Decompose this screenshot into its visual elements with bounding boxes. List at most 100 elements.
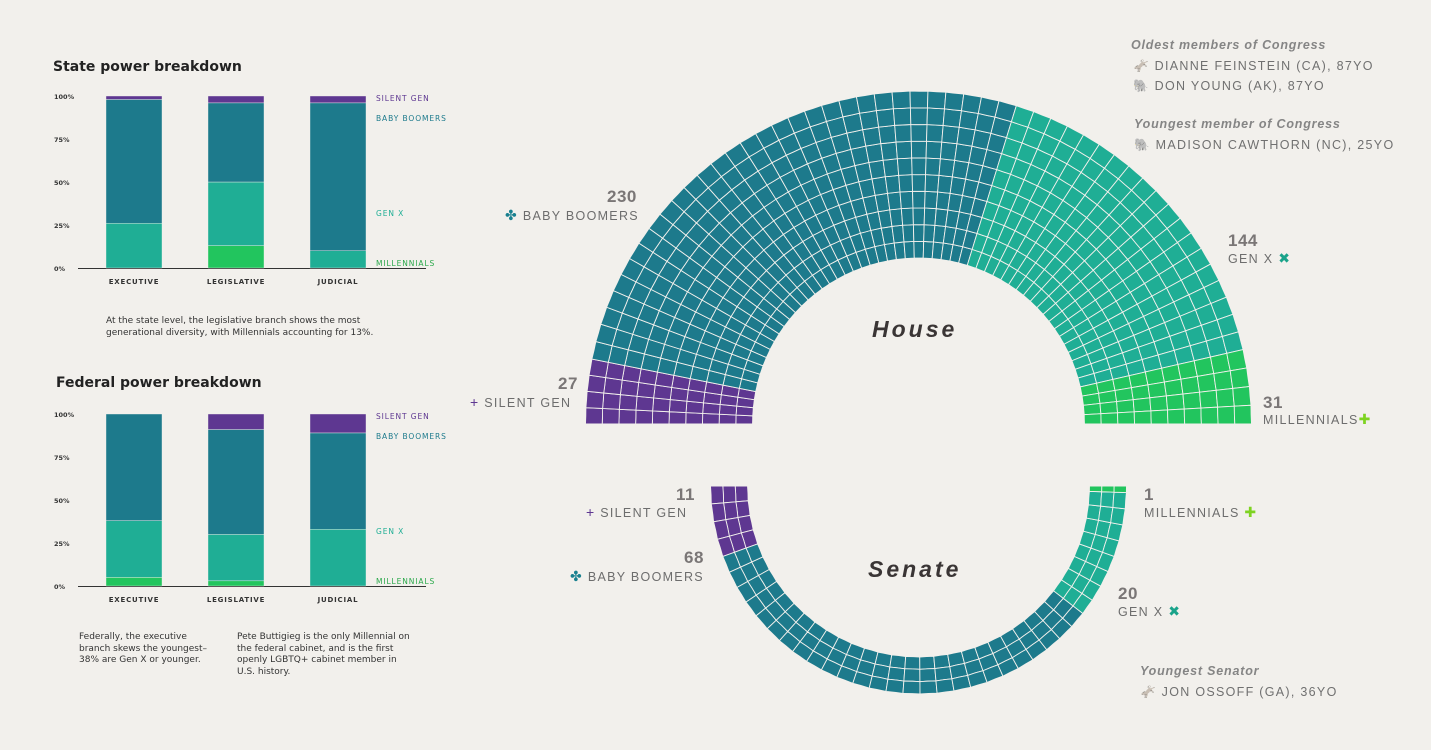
bar-segment — [207, 102, 265, 183]
house-silent-count: 27 — [558, 374, 578, 393]
seat-cell — [1149, 395, 1169, 412]
seat-cell — [701, 412, 720, 425]
seat-cell — [1217, 405, 1236, 425]
y-tick-label: 100% — [54, 93, 75, 101]
seat-cell — [912, 207, 926, 226]
seat-cell — [635, 409, 654, 425]
state-bar-chart: 0% 25% 50% 75% 100% EXECUTIVE LEGISLATIVE JUDIC… — [54, 93, 447, 286]
bar-segment — [105, 413, 163, 521]
seat-cell — [1163, 378, 1184, 397]
seat-cell — [651, 410, 670, 425]
bar-segment — [105, 223, 163, 269]
seat-cell — [885, 678, 905, 694]
seat-cell — [910, 124, 928, 142]
legend-label: SILENT GEN — [376, 94, 430, 103]
seat-cell — [873, 91, 894, 111]
seat-cell — [1110, 506, 1126, 526]
federal-note-executive: Federally, the executive branch skews th… — [79, 632, 208, 665]
millennials-marker-icon: ✚ — [1244, 504, 1258, 520]
seat-cell — [1117, 411, 1136, 425]
oldest-member-2: 🐘 DON YOUNG (AK), 87YO — [1133, 79, 1325, 93]
seat-cell — [722, 485, 737, 504]
y-tick-label: 75% — [54, 454, 70, 462]
seat-cell — [1132, 397, 1152, 413]
state-chart-title: State power breakdown — [53, 59, 242, 75]
seat-cell — [924, 174, 940, 193]
oldest-members-title: Oldest members of Congress — [1131, 38, 1327, 52]
seat-cell — [923, 224, 936, 243]
seat-cell — [618, 408, 637, 425]
seat-cell — [925, 157, 941, 176]
donkey-icon: 🫏 — [1140, 685, 1157, 699]
bar-segment — [309, 432, 367, 530]
elephant-icon: 🐘 — [1133, 79, 1150, 93]
legend-label: BABY BOOMERS — [376, 432, 447, 441]
seat-cell — [1083, 413, 1102, 425]
seat-cell — [939, 141, 958, 161]
bar-segment — [105, 95, 163, 100]
seat-cell — [1215, 387, 1235, 408]
x-tick-label: EXECUTIVE — [109, 278, 160, 286]
seat-cell — [1106, 522, 1124, 542]
seat-cell — [1150, 409, 1169, 425]
bar-segment — [309, 413, 367, 434]
seat-cell — [892, 107, 912, 126]
seat-cell — [1100, 491, 1115, 508]
youngest-member-title: Youngest member of Congress — [1134, 117, 1341, 131]
legend-label: MILLENNIALS — [376, 259, 435, 268]
seat-cell — [859, 109, 880, 131]
seat-cell — [862, 126, 882, 147]
seat-cell — [912, 224, 925, 242]
legend-label: BABY BOOMERS — [376, 114, 447, 123]
seat-cell — [1133, 410, 1152, 425]
millennials-marker-icon: ✚ — [1358, 411, 1372, 427]
youngest-member-1: 🐘 MADISON CAWTHORN (NC), 25YO — [1134, 138, 1395, 152]
seat-cell — [941, 124, 960, 145]
silent-marker-icon: + — [586, 504, 596, 520]
seat-cell — [875, 108, 896, 128]
seat-cell — [889, 654, 907, 670]
house-millennials-label: MILLENNIALS✚ — [1263, 411, 1372, 427]
seat-cell — [1114, 387, 1134, 403]
seat-cell — [891, 224, 905, 244]
seat-cell — [909, 90, 929, 109]
senate-boomers-label: ✤ BABY BOOMERS — [570, 568, 704, 584]
seat-cell — [1213, 370, 1234, 391]
senate-boomers-count: 68 — [684, 548, 704, 567]
seat-cell — [887, 666, 906, 682]
silent-marker-icon: + — [470, 394, 480, 410]
donkey-icon: 🫏 — [1133, 59, 1150, 73]
seat-cell — [919, 680, 938, 695]
seat-cell — [1233, 404, 1252, 425]
seat-cell — [919, 655, 936, 670]
seat-cell — [927, 90, 947, 110]
seat-cell — [904, 656, 921, 670]
house-boomers-count: 230 — [607, 187, 637, 206]
seat-cell — [911, 174, 927, 192]
seat-cell — [1099, 401, 1119, 415]
seat-cell — [942, 108, 962, 128]
seat-cell — [1165, 393, 1185, 411]
seat-cell — [668, 399, 688, 414]
seat-cell — [925, 140, 943, 160]
federal-bar-chart: 0% 25% 50% 75% 100% EXECUTIVE LEGISLATIVE JUDIC… — [54, 411, 447, 604]
seat-cell — [601, 408, 620, 425]
seat-cell — [618, 394, 638, 411]
seat-cell — [910, 140, 927, 159]
bar-segment — [207, 95, 265, 104]
seat-cell — [899, 190, 914, 210]
seat-cell — [1199, 389, 1219, 409]
bar-segment — [309, 529, 367, 587]
seat-cell — [903, 240, 915, 259]
seat-cell — [891, 90, 911, 110]
seat-cell — [1180, 375, 1201, 395]
seat-cell — [585, 390, 605, 409]
seat-cell — [585, 407, 604, 425]
seat-cell — [887, 191, 902, 211]
seat-cell — [900, 207, 914, 226]
seat-cell — [919, 668, 937, 683]
x-tick-label: LEGISLATIVE — [207, 596, 265, 604]
seat-cell — [1196, 373, 1217, 393]
seat-cell — [603, 377, 623, 396]
